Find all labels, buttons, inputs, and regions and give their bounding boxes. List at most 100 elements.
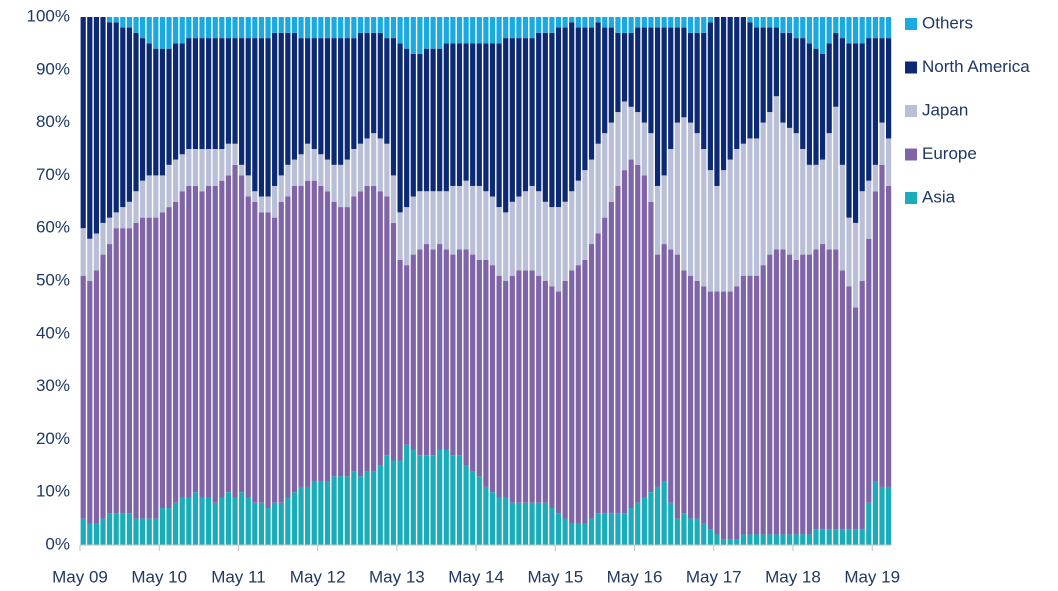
bar-segment [305, 38, 311, 144]
bar-segment [641, 497, 647, 545]
bar-segment [813, 529, 819, 545]
bar-segment [522, 502, 529, 545]
bar-segment [410, 196, 416, 255]
bar-segment [450, 455, 456, 545]
bar-segment [674, 27, 680, 123]
bar-segment [232, 38, 238, 144]
bar-segment [265, 196, 271, 213]
bar-segment [305, 180, 311, 487]
bar-segment [476, 43, 482, 186]
bar-segment [740, 534, 746, 545]
bar-segment [555, 27, 562, 208]
bar-segment [87, 238, 93, 281]
bar-segment [173, 201, 179, 503]
bar-segment [324, 17, 331, 39]
bar-segment [173, 17, 179, 44]
bar-segment [641, 122, 647, 176]
bar-segment [562, 201, 568, 281]
bar-segment [107, 217, 113, 245]
bar-segment [212, 38, 218, 150]
bar-segment [621, 101, 628, 171]
bar-segment [133, 17, 139, 33]
bar-segment [258, 212, 265, 503]
bar-segment [595, 143, 601, 234]
bar-segment [153, 48, 159, 176]
bar-segment [166, 207, 172, 509]
bar-segment [569, 17, 575, 23]
bar-segment [344, 38, 350, 160]
bar-segment [516, 196, 522, 271]
bar-segment [661, 481, 667, 545]
bar-segment [166, 164, 172, 208]
bar-segment [311, 481, 317, 545]
bar-segment [720, 170, 727, 292]
bar-segment [384, 196, 390, 456]
bar-segment [654, 185, 661, 255]
bar-segment [833, 249, 839, 530]
bar-segment [133, 191, 139, 223]
bar-segment [450, 43, 456, 186]
bar-segment [654, 254, 661, 487]
bar-segment [866, 17, 872, 39]
bar-segment [159, 48, 166, 176]
bar-segment [338, 17, 344, 39]
bar-segment [140, 38, 146, 181]
bar-segment [423, 191, 430, 245]
bar-segment [503, 212, 509, 281]
bar-segment [615, 513, 621, 545]
bar-segment [800, 254, 806, 535]
bar-segment [588, 27, 595, 160]
bar-segment [773, 534, 779, 545]
bar-segment [483, 17, 489, 44]
bar-segment [885, 185, 892, 487]
bar-segment [377, 465, 383, 545]
bar-segment [687, 518, 694, 545]
bar-segment [872, 164, 878, 192]
bar-segment [298, 38, 304, 155]
bar-segment [404, 444, 410, 545]
bar-segment [496, 207, 502, 276]
x-tick-label: May 15 [527, 567, 583, 586]
bar-segment [159, 212, 166, 509]
bar-segment [456, 185, 463, 250]
bar-segment [839, 529, 845, 545]
bar-segment [503, 38, 509, 213]
bar-segment [806, 254, 812, 535]
bar-segment [298, 185, 304, 487]
bar-segment [463, 43, 469, 181]
bar-segment [654, 27, 661, 186]
bar-segment [305, 17, 311, 39]
bar-segment [760, 265, 766, 535]
bar-segment [846, 529, 852, 545]
bar-segment [212, 185, 218, 503]
bar-segment [219, 17, 225, 39]
bar-segment [522, 38, 529, 192]
bar-segment [489, 43, 496, 197]
bar-segment [621, 17, 628, 33]
bar-segment [635, 17, 641, 28]
bar-segment [496, 43, 502, 208]
bar-segment [549, 207, 555, 287]
bar-segment [199, 38, 205, 150]
bar-segment [668, 27, 674, 150]
bar-segment [93, 233, 100, 271]
bar-segment [839, 17, 845, 39]
bar-segment [252, 201, 258, 503]
bar-segment [291, 32, 298, 160]
bar-segment [602, 133, 608, 218]
bar-segment [133, 222, 139, 519]
bar-segment [87, 523, 93, 545]
bar-segment [470, 43, 476, 186]
bar-segment [192, 185, 199, 493]
bar-segment [859, 529, 865, 545]
bar-segment [839, 38, 845, 165]
bar-segment [885, 138, 892, 186]
bar-segment [602, 513, 608, 545]
bar-segment [767, 254, 773, 535]
bar-segment [113, 212, 119, 229]
bar-segment [516, 17, 522, 39]
bar-segment [608, 122, 614, 202]
bar-segment [476, 259, 482, 477]
bar-segment [707, 22, 713, 171]
bar-segment [694, 32, 700, 134]
